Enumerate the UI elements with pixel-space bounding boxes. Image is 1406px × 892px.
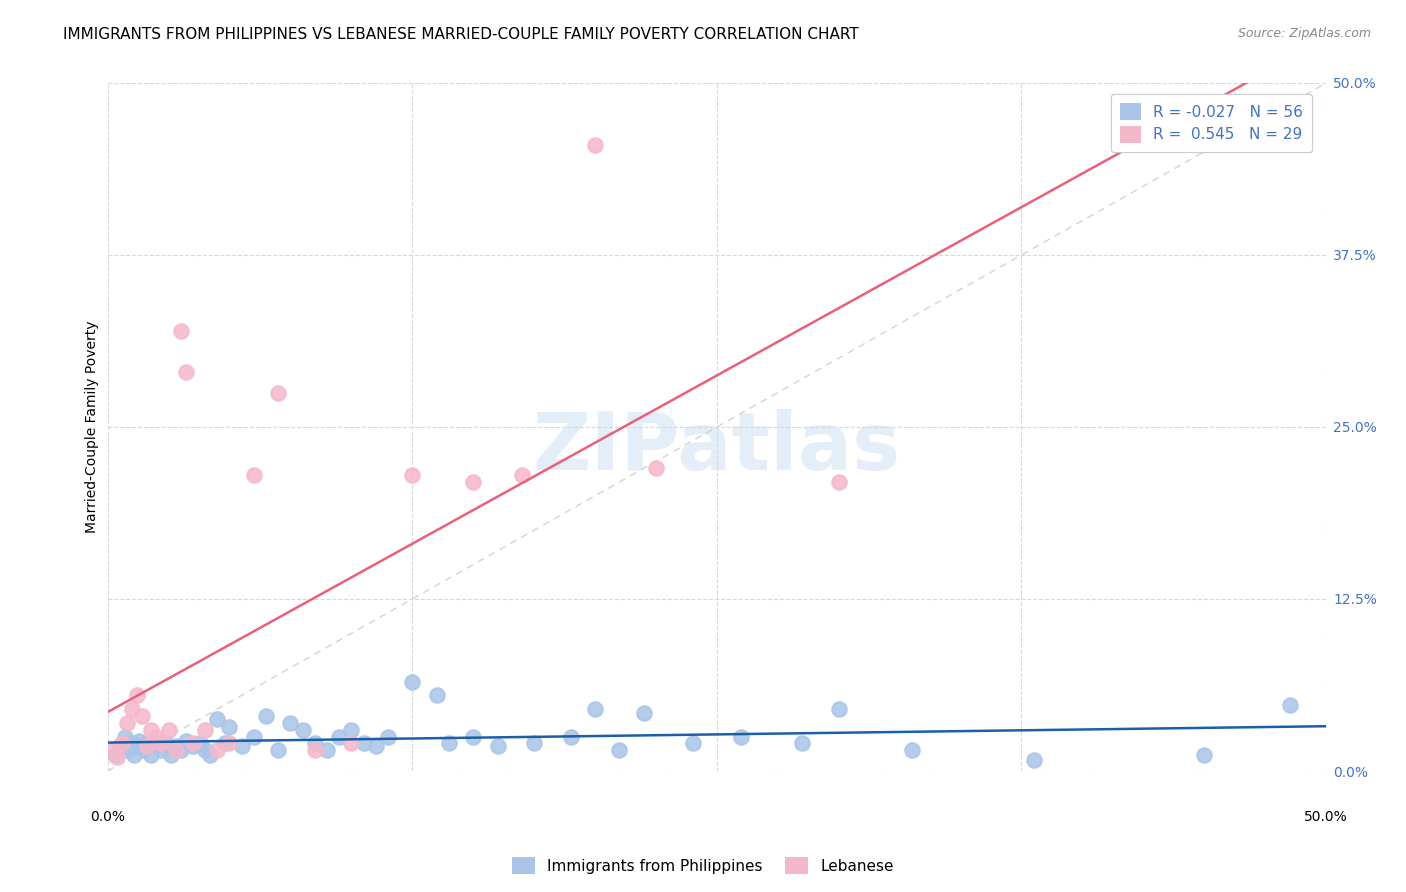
Point <box>174 733 197 747</box>
Point <box>510 468 533 483</box>
Text: IMMIGRANTS FROM PHILIPPINES VS LEBANESE MARRIED-COUPLE FAMILY POVERTY CORRELATIO: IMMIGRANTS FROM PHILIPPINES VS LEBANESE … <box>63 27 859 42</box>
Point <box>523 737 546 751</box>
Point <box>115 715 138 730</box>
Point <box>165 743 187 757</box>
Point <box>426 689 449 703</box>
Point <box>150 737 173 751</box>
Point <box>165 739 187 754</box>
Point <box>243 468 266 483</box>
Point <box>463 730 485 744</box>
Point <box>304 737 326 751</box>
Point <box>291 723 314 737</box>
Point <box>198 747 221 762</box>
Text: 50.0%: 50.0% <box>1305 810 1348 823</box>
Point <box>218 720 240 734</box>
Point <box>267 385 290 400</box>
Point <box>353 737 375 751</box>
Point <box>437 737 460 751</box>
Point <box>267 743 290 757</box>
Point <box>828 702 851 716</box>
Point <box>188 737 211 751</box>
Point <box>101 743 124 757</box>
Point <box>111 737 134 751</box>
Legend: R = -0.027   N = 56, R =  0.545   N = 29: R = -0.027 N = 56, R = 0.545 N = 29 <box>1111 94 1312 152</box>
Point <box>340 737 363 751</box>
Point <box>170 324 193 338</box>
Text: 0.0%: 0.0% <box>90 810 125 823</box>
Point <box>828 475 851 489</box>
Point <box>160 747 183 762</box>
Point <box>340 723 363 737</box>
Legend: Immigrants from Philippines, Lebanese: Immigrants from Philippines, Lebanese <box>506 851 900 880</box>
Point <box>254 709 277 723</box>
Point <box>105 750 128 764</box>
Point <box>316 743 339 757</box>
Point <box>150 743 173 757</box>
Point <box>141 723 163 737</box>
Point <box>121 702 143 716</box>
Point <box>141 747 163 762</box>
Point <box>131 709 153 723</box>
Point <box>194 743 217 757</box>
Point <box>377 730 399 744</box>
Text: ZIPatlas: ZIPatlas <box>533 409 901 487</box>
Point <box>115 743 138 757</box>
Point <box>560 730 582 744</box>
Point <box>792 737 814 751</box>
Point <box>901 743 924 757</box>
Point <box>207 712 229 726</box>
Point <box>486 739 509 754</box>
Point <box>730 730 752 744</box>
Point <box>304 743 326 757</box>
Y-axis label: Married-Couple Family Poverty: Married-Couple Family Poverty <box>86 321 100 533</box>
Point <box>145 739 167 754</box>
Point <box>645 461 668 475</box>
Point <box>155 737 177 751</box>
Point <box>108 739 131 754</box>
Point <box>125 739 148 754</box>
Point <box>243 730 266 744</box>
Point <box>134 743 156 757</box>
Point <box>128 733 150 747</box>
Point <box>181 739 204 754</box>
Point <box>682 737 704 751</box>
Point <box>231 739 253 754</box>
Point <box>174 365 197 379</box>
Point <box>280 715 302 730</box>
Point <box>194 723 217 737</box>
Point <box>463 475 485 489</box>
Point <box>364 739 387 754</box>
Point <box>1194 747 1216 762</box>
Point <box>125 689 148 703</box>
Point <box>1022 753 1045 767</box>
Point <box>170 743 193 757</box>
Text: Source: ZipAtlas.com: Source: ZipAtlas.com <box>1237 27 1371 40</box>
Point <box>633 706 655 721</box>
Point <box>135 739 157 754</box>
Point <box>401 468 423 483</box>
Point <box>157 723 180 737</box>
Point <box>328 730 350 744</box>
Point <box>583 137 606 152</box>
Point <box>214 737 236 751</box>
Point <box>583 702 606 716</box>
Point <box>401 674 423 689</box>
Point <box>207 743 229 757</box>
Point <box>181 737 204 751</box>
Point <box>218 737 240 751</box>
Point <box>124 747 146 762</box>
Point <box>135 737 157 751</box>
Point <box>145 730 167 744</box>
Point <box>114 730 136 744</box>
Point <box>609 743 631 757</box>
Point <box>104 747 127 762</box>
Point <box>121 737 143 751</box>
Point <box>1278 698 1301 712</box>
